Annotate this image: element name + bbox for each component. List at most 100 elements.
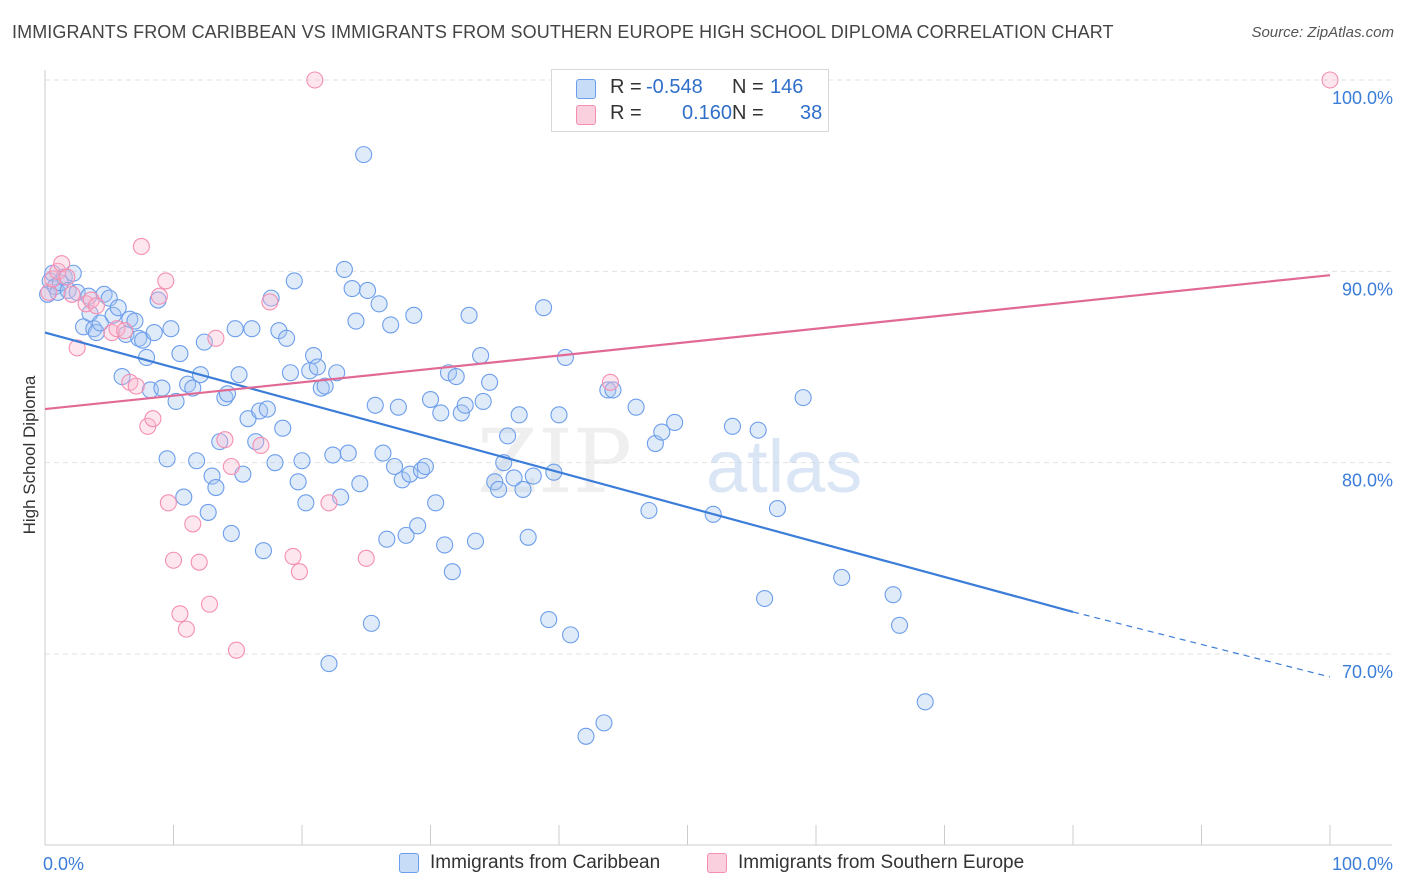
y-tick-label: 90.0%: [1342, 279, 1393, 299]
trend-line-southern-europe: [44, 274, 1331, 411]
data-point: [68, 339, 86, 357]
series-caribbean-points: [39, 146, 934, 745]
data-point: [254, 542, 273, 560]
trend-line-extension: [1072, 611, 1331, 678]
data-point: [266, 454, 284, 472]
data-point: [177, 620, 195, 638]
legend-n-label: N =: [732, 102, 764, 124]
data-point: [505, 469, 523, 487]
legend-n-label: N =: [732, 76, 764, 98]
data-point: [357, 549, 375, 567]
data-point: [167, 392, 185, 410]
x-tick-label: 100.0%: [1332, 854, 1393, 874]
data-point: [159, 494, 177, 512]
chart-source: Source: ZipAtlas.com: [1251, 24, 1394, 41]
data-point: [499, 427, 517, 445]
data-point: [409, 517, 427, 535]
data-point: [358, 281, 377, 300]
data-point: [278, 329, 296, 347]
data-point: [421, 390, 440, 409]
data-point: [164, 551, 183, 569]
data-point: [443, 563, 461, 581]
data-point: [556, 348, 574, 366]
data-point: [285, 272, 303, 290]
y-tick-label: 100.0%: [1332, 88, 1393, 108]
data-point: [486, 473, 504, 491]
data-point: [207, 329, 225, 347]
data-point: [63, 285, 81, 303]
data-point: [243, 320, 261, 338]
data-point: [385, 457, 404, 476]
data-point: [339, 444, 357, 462]
data-point: [756, 589, 774, 608]
y-tick-label: 80.0%: [1342, 471, 1393, 491]
data-point: [833, 568, 851, 587]
data-point: [550, 406, 568, 424]
legend-r-value: 0.160: [682, 102, 733, 124]
data-point: [293, 452, 311, 470]
data-point: [640, 501, 658, 520]
data-point: [653, 423, 671, 441]
data-point: [749, 421, 767, 439]
data-point: [481, 373, 499, 391]
data-point: [324, 446, 342, 464]
data-point: [328, 364, 346, 382]
data-point: [666, 413, 684, 432]
data-point: [281, 364, 299, 382]
data-point: [207, 478, 225, 497]
data-point: [427, 494, 445, 512]
legend-r-label: R =: [610, 102, 642, 124]
data-point: [510, 406, 528, 424]
data-point: [145, 324, 163, 342]
data-point: [535, 299, 553, 317]
data-point: [150, 287, 168, 305]
tick-labels: 100.0% 90.0% 80.0% 70.0% 0.0% 100.0%: [43, 88, 1393, 874]
watermark-atlas: atlas: [706, 425, 862, 508]
legend-n-value: 146: [770, 76, 804, 98]
bottom-legend-label-southern-europe: Immigrants from Southern Europe: [738, 852, 1025, 873]
data-point: [370, 295, 388, 313]
data-point: [439, 364, 458, 382]
data-point: [184, 515, 202, 533]
data-point: [289, 473, 307, 491]
data-point: [514, 480, 532, 499]
data-point: [216, 431, 234, 449]
data-point: [316, 377, 334, 395]
data-point: [456, 396, 474, 414]
data-point: [222, 457, 240, 476]
data-point: [351, 475, 369, 493]
axes: [44, 70, 1392, 846]
data-point: [519, 528, 537, 546]
data-point: [595, 714, 613, 732]
data-point: [374, 444, 392, 462]
data-point: [452, 404, 470, 422]
data-point: [274, 419, 292, 437]
data-point: [382, 316, 400, 334]
data-point: [768, 500, 787, 518]
data-point: [218, 385, 237, 403]
data-point: [355, 146, 373, 164]
data-point: [890, 616, 909, 634]
data-point: [116, 322, 134, 340]
data-point: [562, 626, 580, 644]
legend-r-label: R =: [610, 76, 642, 98]
data-point: [916, 693, 934, 711]
data-point: [343, 280, 361, 298]
bottom-legend-swatch-southern-europe: [707, 853, 727, 873]
data-point: [157, 272, 175, 290]
data-point: [87, 324, 105, 342]
data-point: [416, 457, 434, 476]
data-point: [884, 586, 902, 604]
data-point: [466, 532, 485, 550]
data-point: [306, 71, 324, 89]
data-point: [794, 389, 812, 407]
data-point: [127, 377, 145, 395]
legend-n-value: 38: [800, 102, 823, 124]
y-axis-label: High School Diploma: [20, 375, 39, 534]
data-point: [320, 655, 338, 673]
data-point: [474, 392, 492, 410]
data-point: [389, 398, 407, 416]
data-point: [188, 452, 206, 470]
data-point: [87, 297, 105, 315]
data-point: [472, 346, 490, 365]
